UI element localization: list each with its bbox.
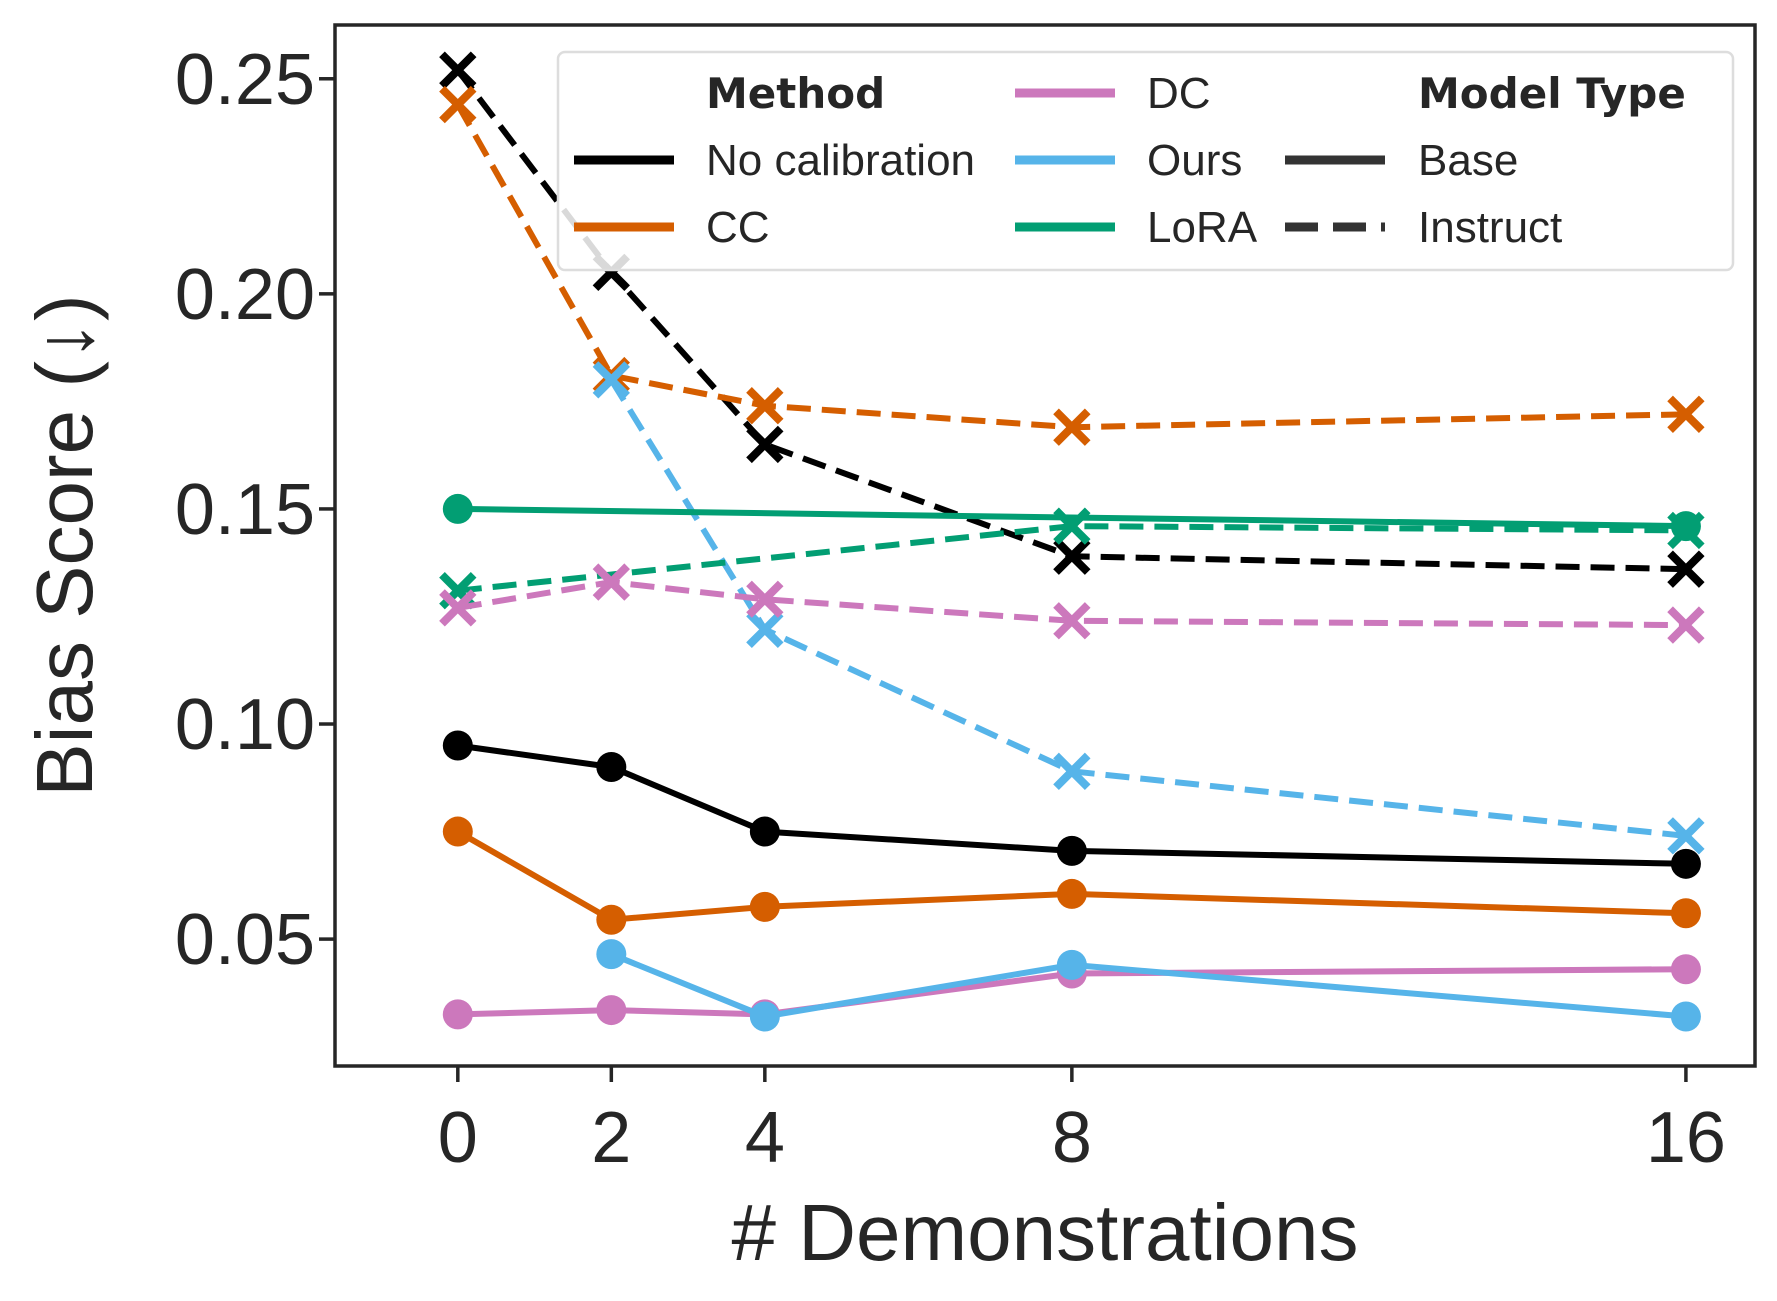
x-tick-label-4: 4 (745, 1098, 785, 1178)
legend-item-no-calibration-label: No calibration (706, 136, 975, 185)
point-dc-base-x16 (1670, 954, 1701, 985)
x-tick-label-0: 0 (438, 1098, 478, 1178)
x-tick-label-8: 8 (1052, 1098, 1092, 1178)
y-axis-title: Bias Score (↓) (20, 294, 109, 796)
point-cc-instruct-x8 (1053, 408, 1091, 446)
legend-item-base: Base (1285, 136, 1518, 185)
legend-model-type-title: Model Type (1418, 69, 1686, 118)
point-cc-instruct-x0 (439, 85, 477, 124)
point-dc-base-x0 (442, 999, 473, 1030)
legend-item-cc-label: CC (706, 203, 770, 252)
y-tick-label-1: 0.10 (175, 685, 315, 765)
point-ours-instruct-x4 (746, 610, 784, 649)
legend-item-instruct-label: Instruct (1418, 203, 1562, 252)
point-dc-instruct-x16 (1667, 606, 1705, 644)
point-ours-instruct-x2 (592, 361, 630, 399)
legend-box (556, 50, 1735, 272)
series-line-lora-base (457, 505, 1686, 530)
point-no-calibration-instruct-x0 (439, 51, 477, 89)
point-cc-instruct-x4 (746, 387, 784, 425)
point-dc-base-x2 (596, 995, 627, 1026)
y-tick-label-4: 0.25 (175, 40, 315, 120)
point-cc-base-x8 (1056, 878, 1087, 909)
point-ours-base-x4 (749, 1001, 780, 1032)
legend-method-title: Method (706, 69, 885, 118)
series-layer (439, 51, 1705, 1032)
legend-item-lora-label: LoRA (1147, 203, 1258, 252)
point-ours-base-x16 (1670, 1001, 1701, 1032)
point-dc-instruct-x4 (746, 580, 784, 618)
point-no-calibration-instruct-x4 (746, 425, 784, 464)
y-tick-label-3: 0.20 (175, 255, 315, 335)
point-no-calibration-base-x0 (442, 730, 473, 761)
point-ours-instruct-x8 (1053, 752, 1091, 790)
legend-item-cc: CC (574, 203, 770, 252)
point-no-calibration-base-x16 (1670, 848, 1701, 879)
point-dc-instruct-x8 (1053, 602, 1091, 640)
y-tick-label-2: 0.15 (175, 470, 315, 550)
point-cc-base-x0 (442, 816, 473, 847)
axes-layer: 0 2 4 8 16 0.05 0.10 0.15 0.20 0.25 # Demonstratio… (20, 23, 1757, 1277)
point-cc-base-x4 (749, 891, 780, 922)
point-lora-base-x0 (442, 493, 473, 524)
point-lora-base-x16 (1670, 511, 1701, 542)
point-dc-instruct-x0 (439, 589, 477, 627)
plot-frame (333, 23, 1757, 1068)
point-ours-instruct-x16 (1667, 817, 1705, 855)
point-no-calibration-base-x2 (596, 752, 627, 783)
legend-item-ours-label: Ours (1147, 136, 1242, 185)
legend-item-instruct: Instruct (1285, 203, 1562, 252)
point-ours-base-x2 (596, 939, 627, 970)
x-tick-label-16: 16 (1646, 1098, 1726, 1178)
y-tick-label-0: 0.05 (175, 900, 315, 980)
point-cc-base-x2 (596, 904, 627, 935)
x-axis-title: # Demonstrations (732, 1188, 1359, 1277)
point-no-calibration-base-x4 (749, 816, 780, 847)
legend-item-dc: DC (1015, 69, 1211, 118)
series-line-no-calibration-instruct (455, 68, 1686, 573)
point-cc-base-x16 (1670, 898, 1701, 929)
point-no-calibration-instruct-x16 (1667, 550, 1705, 588)
series-line-ours-instruct (608, 378, 1687, 839)
point-no-calibration-base-x8 (1056, 835, 1087, 866)
point-ours-base-x8 (1056, 949, 1087, 980)
legend-item-ours: Ours (1015, 136, 1242, 185)
legend-item-base-label: Base (1418, 136, 1518, 185)
legend-item-lora: LoRA (1015, 203, 1258, 252)
legend: Method No calibration CC DC Ours LoRA Model Ty… (556, 50, 1735, 272)
series-line-ours-base (610, 951, 1687, 1020)
point-no-calibration-instruct-x8 (1053, 537, 1091, 575)
point-cc-instruct-x16 (1667, 395, 1705, 433)
point-dc-instruct-x2 (592, 563, 630, 601)
x-tick-label-2: 2 (591, 1098, 631, 1178)
legend-item-no-calibration: No calibration (574, 136, 975, 185)
legend-item-dc-label: DC (1147, 69, 1211, 118)
series-line-dc-instruct (457, 579, 1686, 629)
